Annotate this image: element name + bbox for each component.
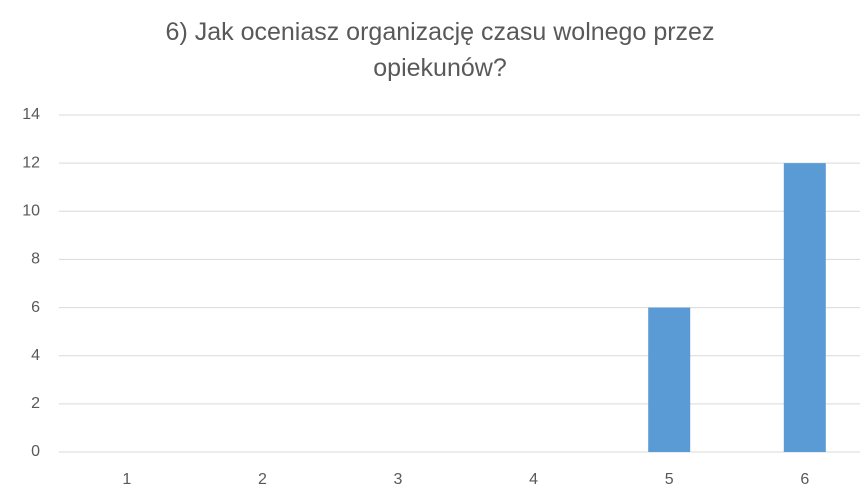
bar [648,307,691,452]
x-tick-label: 4 [529,471,538,488]
y-tick-label: 14 [22,106,40,123]
bar [783,163,826,452]
y-tick-label: 6 [31,299,40,316]
y-tick-label: 10 [22,203,40,220]
x-tick-label: 1 [122,471,131,488]
chart-title: 6) Jak oceniasz organizację czasu wolneg… [165,18,715,82]
x-tick-label: 6 [800,471,809,488]
y-tick-label: 0 [31,443,40,460]
y-tick-label: 4 [31,347,40,364]
y-tick-label: 12 [22,154,40,171]
y-tick-label: 8 [31,251,40,268]
x-tick-label: 3 [394,471,403,488]
x-tick-label: 2 [258,471,267,488]
y-tick-label: 2 [31,395,40,412]
x-tick-label: 5 [665,471,674,488]
